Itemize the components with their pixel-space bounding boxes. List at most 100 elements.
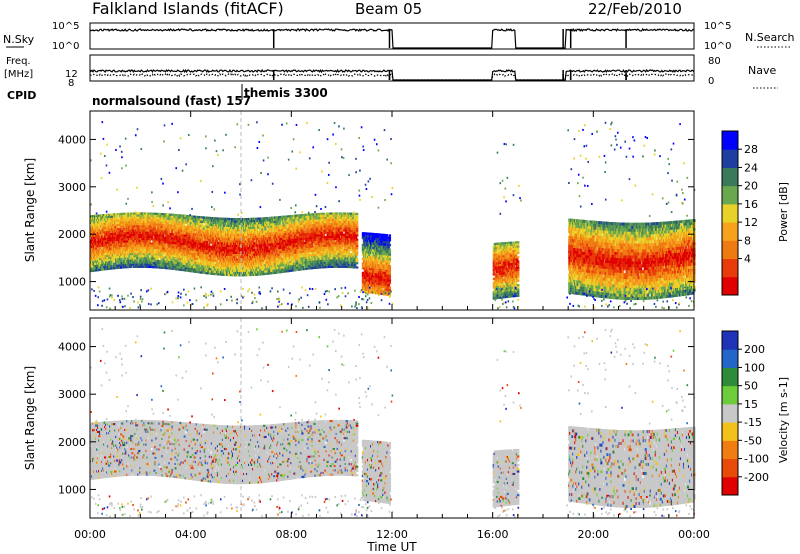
power-cell [193,231,196,233]
power-cell [253,247,256,249]
power-cell [99,247,102,249]
power-cell [110,263,113,265]
nsearch-tick-top: 10^5 [704,21,731,32]
power-cell [168,231,171,233]
power-cell [153,225,156,227]
freq-tick-bottom: 8 [68,78,74,89]
beam-label: Beam 05 [355,0,422,18]
power-cell [207,252,210,254]
freq-label: Freq. [6,56,31,67]
power-cell [235,256,238,258]
power-cell [252,240,255,242]
power-cell [163,243,166,245]
freq-unit: [MHz] [4,69,33,80]
power-cell [112,261,115,263]
nave-label: Nave [748,64,776,77]
power-cell [301,266,304,268]
power-cell [242,252,245,254]
power-cell [124,238,127,240]
power-cell [98,249,101,251]
power-cell [295,221,298,223]
power-cell [120,258,123,260]
power-cell [161,254,164,256]
nsky-tick-bottom: 10^0 [52,41,79,52]
power-cell [301,240,304,242]
power-cell [262,262,265,264]
power-cell [198,227,201,229]
power-cell [214,257,217,259]
power-cell [184,258,187,260]
power-cell [241,263,244,265]
power-cell [216,240,219,242]
date-label: 22/Feb/2010 [588,0,682,18]
power-cell [216,260,219,262]
power-cell [101,234,104,236]
power-cell [119,228,122,230]
nsky-tick-top: 10^5 [52,21,79,32]
power-cell [264,244,267,246]
power-cell [266,246,269,248]
power-cell [98,228,101,230]
power-cell [161,235,164,237]
power-cell [150,236,153,238]
power-cell [200,218,203,220]
cpid-mode-2: themis 3300 [244,86,328,100]
power-cell [206,241,209,243]
power-cell [243,238,246,240]
power-cell [113,241,116,243]
nsearch-label: N.Search [745,31,795,44]
power-cell [116,217,119,219]
power-cell [145,230,148,232]
nave-tick-top: 80 [708,56,721,67]
power-cell [167,222,170,224]
freq-panel: Freq. [MHz] 12 8 80 0 Nave [4,55,778,89]
power-cell [95,247,98,249]
cpid-mode-1: normalsound (fast) 157 [92,94,251,108]
power-cell [285,224,288,226]
power-cell [171,231,174,233]
power-cell [223,224,226,226]
nsearch-tick-bottom: 10^0 [704,41,731,52]
power-cell [197,260,200,262]
nave-tick-bottom: 0 [708,76,714,87]
power-cell [201,238,204,240]
nsky-label: N.Sky [3,33,35,46]
power-cell [116,226,119,228]
power-cell [135,259,138,261]
power-cell [271,252,274,254]
freq-trace [90,70,694,80]
nsky-panel: N.Sky 10^5 10^0 10^5 10^0 N.Search [3,21,795,52]
power-cell [279,256,282,258]
power-cell [277,254,280,256]
power-scatter [90,111,696,310]
power-cell [213,262,216,264]
power-cell [146,255,149,257]
site-title: Falkland Islands (fitACF) [92,0,284,18]
power-cell [244,234,247,236]
power-cell [201,223,204,225]
power-cell [302,229,305,231]
power-cell [133,227,136,229]
power-cell [208,243,211,245]
figure: Falkland Islands (fitACF) Beam 05 22/Feb… [0,0,800,554]
power-cell [148,240,151,242]
nsky-trace [90,29,694,48]
power-cell [247,269,250,271]
power-cell [125,255,128,257]
power-cell [116,215,119,217]
power-cell [183,223,186,225]
power-cell [114,263,117,265]
power-cell [266,217,269,219]
power-cell [255,242,258,244]
power-cell [274,247,277,249]
power-cell [287,259,290,261]
power-cell [256,229,259,231]
power-cell [294,269,297,271]
power-cell [94,239,97,241]
power-cell [264,228,267,230]
cpid-label: CPID [7,89,36,102]
power-cell [278,223,281,225]
power-cell [129,266,132,268]
trace-line [90,29,694,48]
